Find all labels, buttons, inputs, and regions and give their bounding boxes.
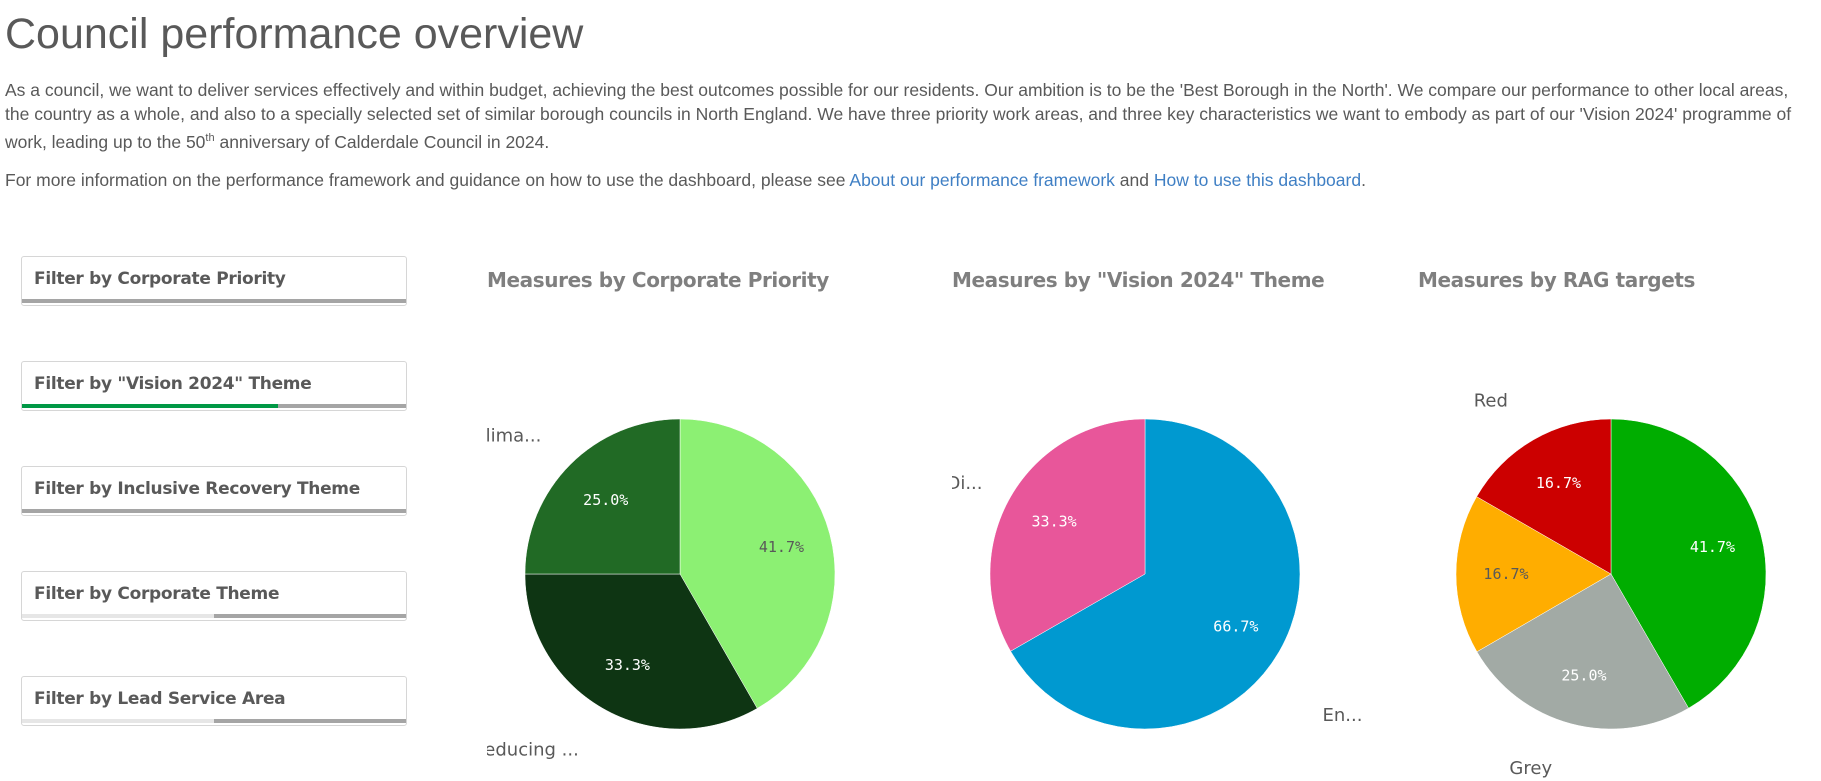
filter-label: Filter by Inclusive Recovery Theme bbox=[34, 479, 360, 499]
pie-slice[interactable] bbox=[1476, 418, 1612, 575]
filter-inclusive-recovery-theme[interactable]: Filter by Inclusive Recovery Theme bbox=[21, 466, 407, 516]
pie-slice-percent-label: 16.7% bbox=[1483, 565, 1528, 583]
pie-chart: 41.7% 25.0% Grey 16.7% 16.7% Red bbox=[1455, 390, 1767, 778]
chart-title: Measures by "Vision 2024" Theme bbox=[952, 268, 1325, 292]
intro-text-end: anniversary of Calderdale Council in 202… bbox=[214, 131, 550, 152]
intro-text: As a council, we want to deliver service… bbox=[5, 80, 1792, 152]
pie-slice-category-label: En... bbox=[1323, 705, 1363, 726]
more-info-and: and bbox=[1114, 169, 1154, 190]
pie-slice[interactable] bbox=[1476, 573, 1689, 730]
pie-slice-percent-label: 66.7% bbox=[1213, 618, 1258, 636]
pie-slice[interactable] bbox=[524, 418, 681, 575]
pie-slice-percent-label: 25.0% bbox=[583, 491, 628, 509]
filter-state-bar bbox=[22, 614, 406, 618]
filter-corporate-theme[interactable]: Filter by Corporate Theme bbox=[21, 571, 407, 621]
pie-slice-category-label: Di... bbox=[952, 473, 982, 494]
more-info-suffix: . bbox=[1361, 169, 1366, 190]
filter-label: Filter by "Vision 2024" Theme bbox=[34, 374, 312, 394]
chart-title: Measures by Corporate Priority bbox=[487, 268, 829, 292]
header: Council performance overview As a counci… bbox=[5, 8, 1815, 192]
chart-corporate-priority: Measures by Corporate Priority 41.7% 33.3… bbox=[487, 268, 927, 778]
filter-bar-segment bbox=[214, 719, 406, 723]
page-title: Council performance overview bbox=[5, 10, 584, 58]
pie-slice-category-label: Red bbox=[1474, 390, 1508, 411]
intro-paragraph: As a council, we want to deliver service… bbox=[5, 78, 1815, 154]
pie-slice-category-label: Grey bbox=[1509, 758, 1552, 778]
filter-label: Filter by Corporate Theme bbox=[34, 584, 280, 604]
pie-slice[interactable] bbox=[1610, 418, 1767, 709]
filter-state-bar bbox=[22, 719, 406, 723]
intro-superscript: th bbox=[205, 132, 215, 144]
filter-label: Filter by Corporate Priority bbox=[34, 269, 286, 289]
pie-slice[interactable] bbox=[1010, 418, 1301, 730]
pie-chart: 66.7% En... 33.3% Di... bbox=[952, 418, 1363, 730]
filter-state-bar bbox=[22, 404, 406, 408]
filter-bar-segment bbox=[22, 404, 279, 408]
more-info-prefix: For more information on the performance … bbox=[5, 169, 850, 190]
filter-corporate-priority[interactable]: Filter by Corporate Priority bbox=[21, 256, 407, 306]
how-to-use-link[interactable]: How to use this dashboard bbox=[1153, 169, 1362, 190]
filter-bar-segment bbox=[22, 509, 406, 513]
more-info-paragraph: For more information on the performance … bbox=[5, 168, 1815, 192]
pie-slice-category-label: Reducing ... bbox=[487, 740, 579, 761]
pie-slice-percent-label: 41.7% bbox=[1690, 538, 1735, 556]
filter-bar-segment bbox=[278, 404, 406, 408]
pie-slice[interactable] bbox=[1455, 496, 1612, 653]
pie-slice[interactable] bbox=[524, 573, 758, 730]
filter-bar-segment bbox=[214, 614, 406, 618]
filter-state-bar bbox=[22, 509, 406, 513]
pie-slice-percent-label: 33.3% bbox=[605, 656, 650, 674]
pie-slice[interactable] bbox=[679, 418, 836, 709]
filter-state-bar bbox=[22, 299, 406, 303]
chart-rag-targets: Measures by RAG targets 41.7% 25.0% Grey 16… bbox=[1418, 268, 1821, 778]
chart-title: Measures by RAG targets bbox=[1418, 268, 1696, 292]
pie-slice-percent-label: 25.0% bbox=[1561, 666, 1606, 684]
filter-lead-service-area[interactable]: Filter by Lead Service Area bbox=[21, 676, 407, 726]
pie-slice-percent-label: 16.7% bbox=[1536, 474, 1581, 492]
filter-vision-2024-theme[interactable]: Filter by "Vision 2024" Theme bbox=[21, 361, 407, 411]
pie-slice[interactable] bbox=[989, 418, 1146, 652]
pie-slice-category-label: Clima... bbox=[487, 425, 541, 446]
filter-label: Filter by Lead Service Area bbox=[34, 689, 286, 709]
filter-bar-segment bbox=[22, 299, 406, 303]
pie-slice-percent-label: 41.7% bbox=[759, 538, 804, 556]
pie-chart: 41.7% 33.3% Reducing ... 25.0% Clima... bbox=[487, 418, 836, 761]
pie-slice-percent-label: 33.3% bbox=[1032, 512, 1077, 530]
about-framework-link[interactable]: About our performance framework bbox=[849, 169, 1115, 190]
chart-vision-2024-theme: Measures by "Vision 2024" Theme 66.7% En.… bbox=[952, 268, 1392, 778]
